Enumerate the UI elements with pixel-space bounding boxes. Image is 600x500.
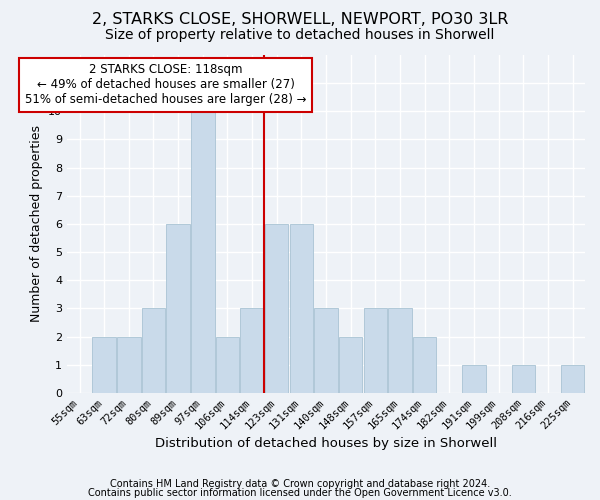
Text: 2 STARKS CLOSE: 118sqm
← 49% of detached houses are smaller (27)
51% of semi-det: 2 STARKS CLOSE: 118sqm ← 49% of detached…	[25, 64, 307, 106]
Bar	[290, 224, 313, 393]
Bar	[92, 336, 116, 393]
Bar	[339, 336, 362, 393]
Bar	[463, 365, 486, 393]
Bar	[512, 365, 535, 393]
Text: Contains HM Land Registry data © Crown copyright and database right 2024.: Contains HM Land Registry data © Crown c…	[110, 479, 490, 489]
Bar	[241, 308, 264, 393]
Bar	[314, 308, 338, 393]
Bar	[265, 224, 289, 393]
Bar	[561, 365, 584, 393]
Bar	[142, 308, 165, 393]
Bar	[191, 112, 215, 393]
Bar	[216, 336, 239, 393]
Text: Contains public sector information licensed under the Open Government Licence v3: Contains public sector information licen…	[88, 488, 512, 498]
Bar	[388, 308, 412, 393]
Y-axis label: Number of detached properties: Number of detached properties	[30, 126, 43, 322]
Bar	[166, 224, 190, 393]
Bar	[364, 308, 387, 393]
Text: Size of property relative to detached houses in Shorwell: Size of property relative to detached ho…	[106, 28, 494, 42]
X-axis label: Distribution of detached houses by size in Shorwell: Distribution of detached houses by size …	[155, 437, 497, 450]
Text: 2, STARKS CLOSE, SHORWELL, NEWPORT, PO30 3LR: 2, STARKS CLOSE, SHORWELL, NEWPORT, PO30…	[92, 12, 508, 28]
Bar	[117, 336, 140, 393]
Bar	[413, 336, 436, 393]
